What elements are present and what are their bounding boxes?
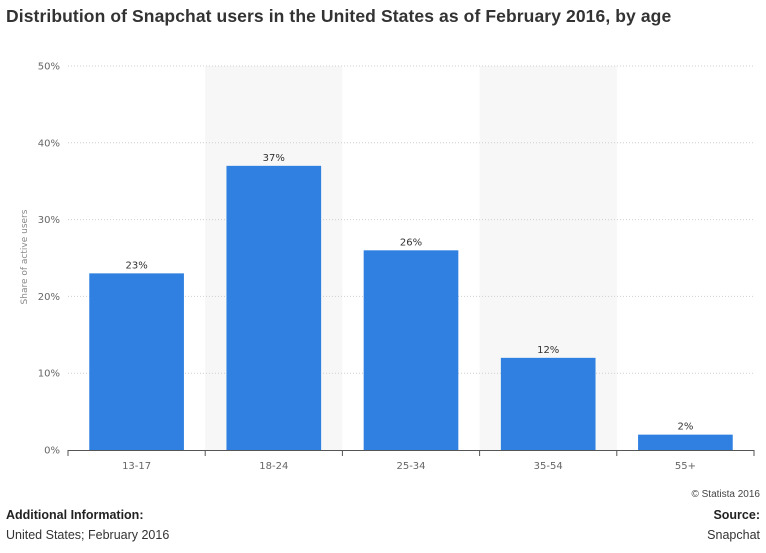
bar-25-34 (363, 250, 459, 450)
y-tick-label: 0% (44, 446, 60, 457)
bar-35-54 (500, 357, 596, 450)
y-axis-ticks: 0% 10% 20% 30% 40% 50% (38, 62, 60, 457)
data-label: 2% (677, 422, 693, 433)
additional-info-label: Additional Information: (6, 508, 144, 522)
y-tick-label: 20% (38, 292, 60, 303)
source-value: Snapchat (707, 528, 760, 542)
y-tick-label: 40% (38, 138, 60, 149)
bar-chart: 0% 10% 20% 30% 40% 50% 23% 37% 26% 12% 2% 13-17 18… (20, 62, 755, 472)
x-tick-label: 35-54 (534, 461, 563, 472)
bar-18-24 (226, 165, 322, 450)
source-label: Source: (713, 508, 760, 522)
bar-13-17 (89, 273, 184, 450)
x-tick-label: 18-24 (259, 461, 288, 472)
data-label: 12% (537, 345, 559, 356)
additional-info-value: United States; February 2016 (6, 528, 170, 542)
data-labels: 23% 37% 26% 12% 2% (125, 153, 693, 433)
y-tick-label: 50% (38, 62, 60, 73)
x-tick-label: 13-17 (122, 461, 151, 472)
y-tick-label: 30% (38, 215, 60, 226)
y-axis-title: Share of active users (20, 209, 30, 304)
chart-title: Distribution of Snapchat users in the Un… (6, 6, 672, 26)
x-tick-label: 55+ (675, 461, 696, 472)
data-label: 23% (125, 260, 147, 271)
copyright-notice: © Statista 2016 (691, 489, 760, 500)
data-label: 37% (263, 153, 285, 164)
y-tick-label: 10% (38, 369, 60, 380)
x-axis-ticks: 13-17 18-24 25-34 35-54 55+ (67, 450, 755, 472)
x-tick-label: 25-34 (396, 461, 425, 472)
data-label: 26% (400, 237, 422, 248)
bar-55+ (638, 434, 733, 450)
bars (89, 165, 733, 450)
